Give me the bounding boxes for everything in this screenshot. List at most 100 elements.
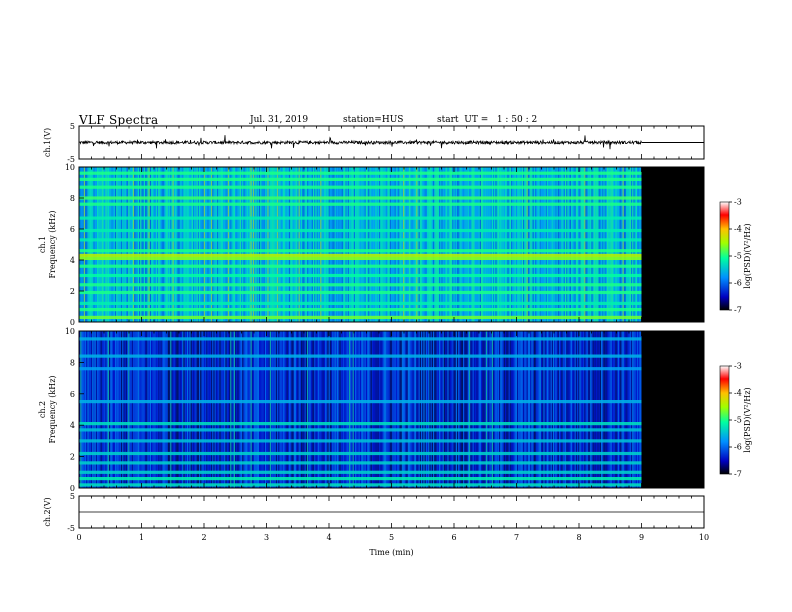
- ch1_spectrogram-texture: [628, 167, 630, 322]
- ch1_spectrogram-texture: [331, 167, 333, 322]
- ch2_spectrogram-texture: [353, 331, 355, 488]
- ch1_spectrogram-texture: [578, 167, 580, 322]
- ch2_spectrogram-texture: [193, 331, 195, 488]
- ch1_spectrogram-texture: [305, 167, 307, 322]
- ch1_spectrogram-texture: [365, 167, 367, 322]
- ch2_spectrogram-texture: [267, 331, 269, 488]
- ch1_spectrogram-texture: [429, 167, 431, 322]
- ch1_spectrogram-texture: [572, 167, 574, 322]
- ch1_spectrogram-texture: [465, 167, 467, 322]
- ch2_spectrogram-texture: [215, 331, 217, 488]
- ch1_spectrogram-texture: [571, 167, 573, 322]
- ch1_spectrogram-texture: [133, 167, 135, 322]
- ch2_spectrogram-texture: [623, 331, 625, 488]
- ch1_spectrogram-texture: [93, 167, 95, 322]
- ch2_spectrogram-texture: [129, 331, 131, 488]
- ch1_spectrogram-texture: [419, 167, 421, 322]
- ch1_spectrogram-band: [79, 185, 642, 189]
- ch2_spectrogram-texture: [514, 331, 516, 488]
- ch1_spectrogram-texture: [147, 167, 149, 322]
- ch2_spectrogram-texture: [101, 331, 103, 488]
- ch2_spectrogram-texture: [358, 331, 360, 488]
- ch1_spectrogram-texture: [106, 167, 108, 322]
- ch2_spectrogram-texture: [639, 331, 641, 488]
- ch2_spectrogram-texture: [224, 331, 226, 488]
- ch2_spectrogram-texture: [496, 331, 498, 488]
- ch2_spectrogram-ylabel-line: Frequency (kHz): [48, 375, 57, 443]
- ch1_spectrogram-texture: [117, 167, 119, 322]
- ch1_spectrogram-texture: [163, 167, 165, 322]
- ch2_spectrogram-texture: [539, 331, 541, 488]
- ch1_spectrogram-ylabel: ch.1Frequency (kHz): [38, 210, 57, 278]
- ch2_spectrogram-texture: [368, 331, 370, 488]
- ch2_spectrogram-texture: [167, 331, 169, 488]
- ch1_spectrogram-texture: [598, 167, 600, 322]
- ch1_spectrogram-texture: [629, 167, 631, 322]
- ch2_spectrogram-texture: [164, 331, 166, 488]
- ch2_spectrogram-texture: [212, 331, 214, 488]
- ch1_spectrogram-colorbar-tick-label: -7: [734, 306, 742, 315]
- ch2_spectrogram-texture: [173, 331, 175, 488]
- ch2_spectrogram-texture: [341, 331, 343, 488]
- ch2_spectrogram-texture: [607, 331, 609, 488]
- ch1_spectrogram-texture: [185, 167, 187, 322]
- ch1_spectrogram-texture: [279, 167, 281, 322]
- ch2_spectrogram-texture: [542, 331, 544, 488]
- ch1_spectrogram-texture: [121, 167, 123, 322]
- ch2_spectrogram-texture: [598, 331, 600, 488]
- ch1_spectrogram-texture: [364, 167, 366, 322]
- ch1_spectrogram-texture: [613, 167, 615, 322]
- ch2_spectrogram-texture: [461, 331, 463, 488]
- ch1_spectrogram-texture: [309, 167, 311, 322]
- ch1_spectrogram-texture: [333, 167, 335, 322]
- ch1_spectrogram-texture: [151, 167, 153, 322]
- ch1_spectrogram-texture: [148, 167, 150, 322]
- ch2_spectrogram-texture: [188, 331, 190, 488]
- ch2_spectrogram-texture: [473, 331, 475, 488]
- ch1_spectrogram-texture: [321, 167, 323, 322]
- ch1_spectrogram-texture: [393, 167, 395, 322]
- ch2_spectrogram-texture: [261, 331, 263, 488]
- ch2_spectrogram-texture: [95, 331, 97, 488]
- ch1_spectrogram-texture: [607, 167, 609, 322]
- ch2_spectrogram-texture: [526, 331, 528, 488]
- ch2_spectrogram-texture: [99, 331, 101, 488]
- ch1_spectrogram-band: [79, 290, 642, 295]
- ch2_spectrogram-texture: [81, 331, 83, 488]
- ch1_spectrogram-band: [79, 171, 642, 175]
- ch1_spectrogram-texture: [157, 167, 159, 322]
- ch2_spectrogram-texture: [423, 331, 425, 488]
- ch2_spectrogram-texture: [111, 331, 113, 488]
- ch2_spectrogram-texture: [255, 331, 257, 488]
- ch2_spectrogram-texture: [512, 331, 514, 488]
- ch2_spectrogram-texture: [419, 331, 421, 488]
- ch2_spectrogram-band: [79, 400, 642, 404]
- ch2_spectrogram-texture: [165, 331, 167, 488]
- start-time-label: start UT = 1 : 50 : 2: [437, 115, 538, 125]
- ch2_spectrogram-texture: [115, 331, 117, 488]
- ch1_spectrogram-band: [79, 283, 642, 287]
- ch1-voltage-trace: [78, 135, 642, 150]
- ch1_spectrogram-texture: [583, 167, 585, 322]
- ch1_spectrogram-texture: [515, 167, 517, 322]
- ch2_spectrogram-texture: [495, 331, 497, 488]
- ch2_spectrogram-texture: [106, 331, 108, 488]
- ch2_spectrogram-texture: [397, 331, 399, 488]
- ch2_spectrogram-texture: [436, 331, 438, 488]
- ch2_spectrogram-texture: [286, 331, 288, 488]
- ch1_spectrogram-texture: [92, 167, 94, 322]
- ch1_spectrogram-texture: [457, 167, 459, 322]
- ch1_spectrogram-texture: [430, 167, 432, 322]
- ch2_spectrogram-texture: [227, 331, 229, 488]
- ch1_spectrogram-texture: [256, 167, 258, 322]
- ch1_spectrogram-texture: [136, 167, 138, 322]
- ch1_spectrogram-texture: [622, 167, 624, 322]
- ch1_spectrogram: [79, 167, 704, 322]
- ch2_spectrogram-texture: [629, 331, 631, 488]
- ch1_spectrogram-texture: [517, 167, 519, 322]
- ch2_spectrogram-texture: [458, 331, 460, 488]
- ch2_spectrogram-texture: [614, 331, 616, 488]
- ch2_spectrogram-band: [79, 483, 642, 487]
- ch2_spectrogram-texture: [335, 331, 337, 488]
- ch1_spectrogram-texture: [307, 167, 309, 322]
